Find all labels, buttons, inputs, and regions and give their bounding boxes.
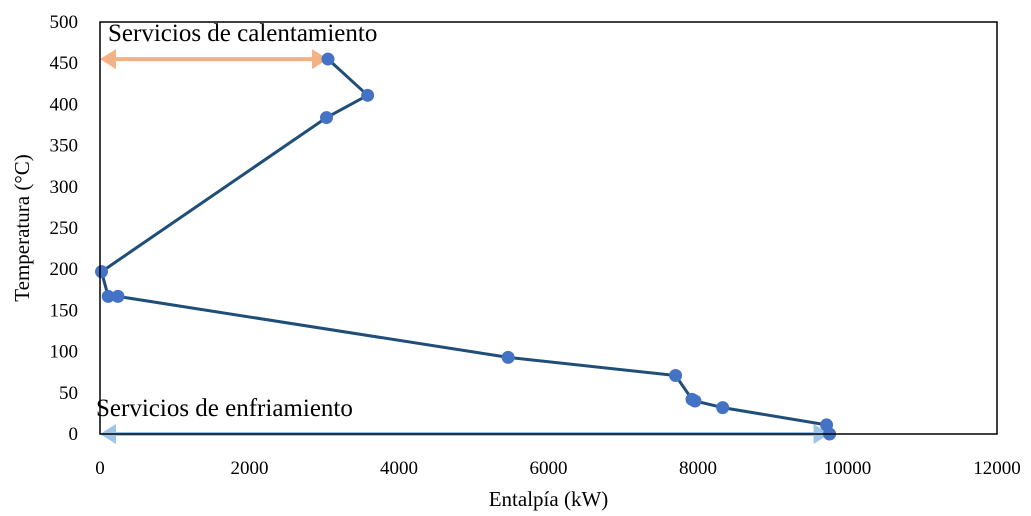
y-tick-label: 250 xyxy=(50,218,79,239)
data-point xyxy=(716,401,730,415)
x-tick-label: 6000 xyxy=(530,458,568,479)
data-point xyxy=(501,350,515,364)
annotations: Servicios de calentamiento Servicios de e… xyxy=(96,20,830,444)
y-axis-ticks: 0 50 100 150 200 250 300 350 400 450 500 xyxy=(50,12,79,445)
x-axis-title: Entalpía (kW) xyxy=(489,487,609,511)
x-tick-label: 2000 xyxy=(231,458,269,479)
y-tick-label: 300 xyxy=(50,177,79,198)
data-point xyxy=(319,111,333,125)
x-axis-ticks: 0 2000 4000 6000 8000 10000 12000 xyxy=(95,458,1021,479)
heating-utility-arrowhead-right xyxy=(311,49,328,70)
data-point xyxy=(361,88,375,102)
x-tick-label: 0 xyxy=(95,458,105,479)
x-tick-label: 10000 xyxy=(824,458,872,479)
heating-utility-label: Servicios de calentamiento xyxy=(108,20,377,47)
x-tick-label: 8000 xyxy=(679,458,717,479)
x-tick-label: 4000 xyxy=(380,458,418,479)
data-point xyxy=(111,289,125,303)
data-point xyxy=(321,52,335,66)
y-tick-label: 500 xyxy=(50,12,79,33)
x-tick-label: 12000 xyxy=(973,458,1021,479)
y-tick-label: 100 xyxy=(50,342,79,363)
y-tick-label: 450 xyxy=(50,53,79,74)
series-group xyxy=(94,52,837,441)
y-tick-label: 50 xyxy=(59,383,78,404)
grand-composite-curve-line xyxy=(100,57,832,435)
y-axis-title: Temperatura (°C) xyxy=(10,154,34,301)
y-tick-label: 150 xyxy=(50,300,79,321)
y-tick-label: 0 xyxy=(69,424,79,445)
data-point xyxy=(669,368,683,382)
y-tick-label: 350 xyxy=(50,136,79,157)
cooling-utility-label: Servicios de enfriamiento xyxy=(96,395,353,422)
heating-utility-arrowhead-left xyxy=(100,49,116,70)
data-point xyxy=(101,289,115,303)
data-point xyxy=(688,394,702,408)
y-tick-label: 200 xyxy=(50,259,79,280)
y-tick-label: 400 xyxy=(50,94,79,115)
data-point xyxy=(94,265,108,279)
plot-area-frame xyxy=(99,21,998,435)
